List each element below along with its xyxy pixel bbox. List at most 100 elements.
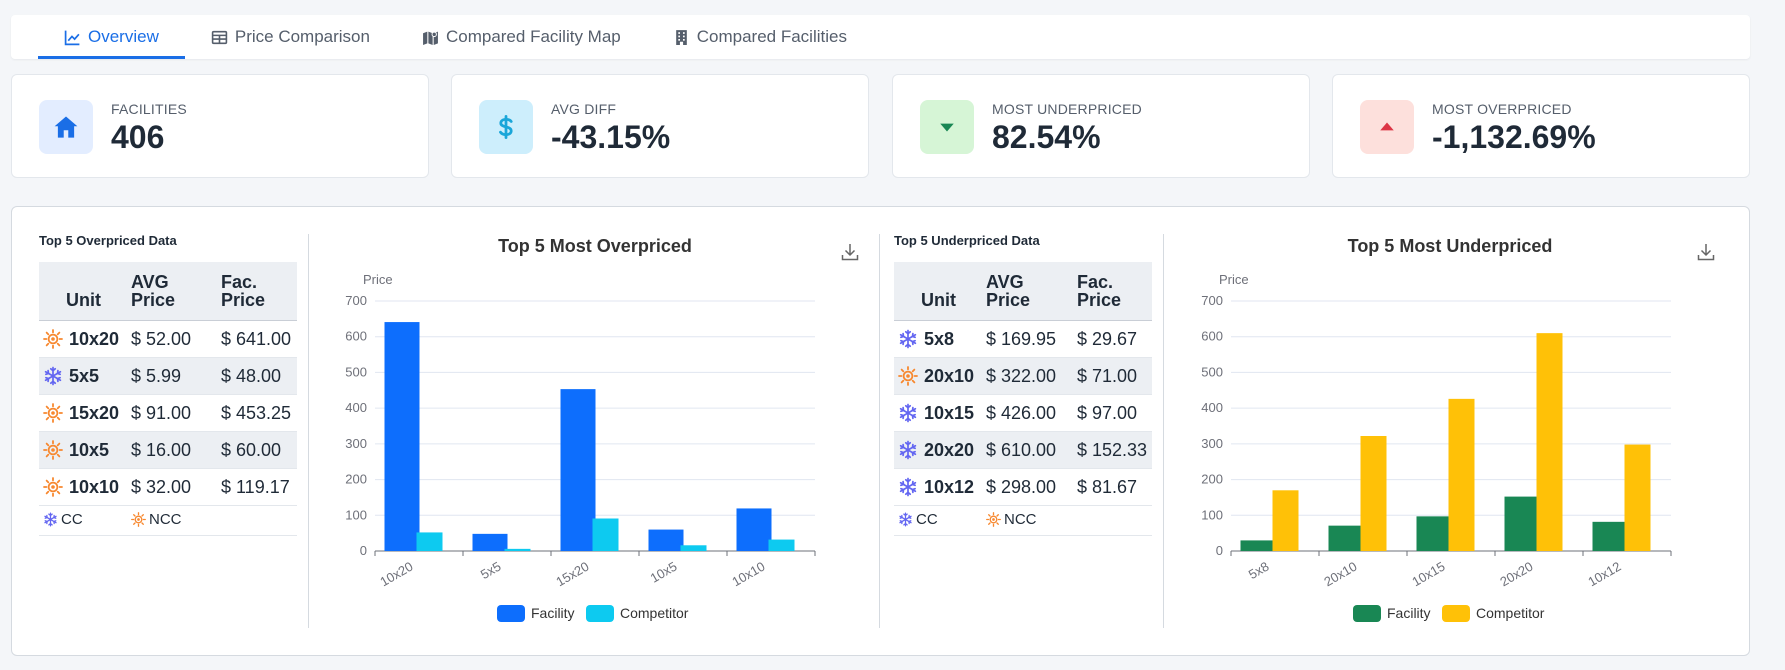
- kpi-label: FACILITIES: [111, 101, 187, 117]
- sun-icon: [898, 365, 918, 386]
- bar-facility[interactable]: [1504, 496, 1540, 551]
- legend-ncc: NCC: [982, 505, 1152, 536]
- fac-price-cell: $ 152.33: [1073, 431, 1152, 469]
- bar-competitor[interactable]: [1272, 490, 1299, 551]
- legend-swatch[interactable]: [497, 605, 525, 622]
- table-row: 20x10 $ 322.00 $ 71.00: [894, 357, 1152, 395]
- legend-ncc: NCC: [127, 505, 297, 536]
- table-row: 10x12 $ 298.00 $ 81.67: [894, 468, 1152, 506]
- table-title: Top 5 Underpriced Data: [894, 233, 1040, 248]
- bar-facility[interactable]: [1328, 525, 1364, 551]
- caret-up-icon: [1380, 122, 1394, 131]
- table-row: 15x20 $ 91.00 $ 453.25: [39, 394, 297, 432]
- legend-swatch[interactable]: [586, 605, 614, 622]
- snowflake-icon: [899, 511, 912, 527]
- bar-facility[interactable]: [736, 508, 772, 551]
- unit-size: 5x5: [69, 365, 100, 386]
- y-axis-label: Price: [363, 272, 393, 287]
- fac-price-cell: $ 29.67: [1073, 320, 1152, 358]
- unit-size: 10x5: [69, 439, 110, 460]
- avg-price-cell: $ 298.00: [982, 468, 1073, 506]
- divider: [308, 234, 309, 628]
- avg-price-cell: $ 169.95: [982, 320, 1073, 358]
- col-header-unit: Unit: [894, 262, 982, 321]
- avg-price-cell: $ 52.00: [127, 320, 217, 358]
- fac-price-cell: $ 48.00: [217, 357, 297, 395]
- legend-label[interactable]: Competitor: [1476, 605, 1545, 621]
- bar-competitor[interactable]: [1448, 398, 1475, 551]
- bar-facility[interactable]: [1592, 521, 1628, 551]
- bar-facility[interactable]: [472, 533, 508, 551]
- sun-icon: [986, 511, 1001, 527]
- kpi-most-overpriced: MOST OVERPRICED -1,132.69%: [1332, 74, 1750, 178]
- legend-label[interactable]: Facility: [1387, 605, 1431, 621]
- x-tick-label: 10x5: [648, 559, 680, 586]
- kpi-value: -43.15%: [551, 119, 671, 155]
- bar-facility[interactable]: [1240, 540, 1276, 551]
- bar-competitor[interactable]: [592, 518, 619, 552]
- x-tick-label: 5x8: [1246, 559, 1272, 582]
- chart-title: Top 5 Most Overpriced: [498, 236, 692, 256]
- x-tick-label: 15x20: [553, 559, 591, 590]
- unit-size: 10x15: [924, 402, 975, 423]
- sun-icon: [43, 476, 63, 497]
- x-tick-label: 10x10: [729, 559, 767, 590]
- sun-icon: [43, 439, 63, 460]
- underpriced-table-section: Top 5 Underpriced Data Unit AVG Price Fa…: [894, 232, 1152, 536]
- avg-price-cell: $ 32.00: [127, 468, 217, 506]
- y-tick-label: 400: [345, 400, 367, 415]
- bar-competitor[interactable]: [680, 545, 707, 551]
- bar-competitor[interactable]: [416, 532, 443, 551]
- y-tick-label: 300: [345, 436, 367, 451]
- snowflake-icon: [899, 403, 917, 422]
- download-icon[interactable]: [840, 242, 860, 262]
- tab-compared-facilities[interactable]: Compared Facilities: [647, 15, 873, 59]
- tab-compared-facility-map[interactable]: Compared Facility Map: [396, 15, 647, 59]
- bar-competitor[interactable]: [1624, 444, 1651, 551]
- x-tick-label: 10x20: [377, 559, 415, 590]
- bar-competitor[interactable]: [1360, 436, 1387, 551]
- y-tick-label: 200: [1201, 472, 1223, 487]
- y-tick-label: 0: [1216, 543, 1223, 558]
- tab-label: Compared Facilities: [696, 27, 847, 46]
- building-icon: [675, 29, 687, 45]
- table-row: 20x20 $ 610.00 $ 152.33: [894, 431, 1152, 469]
- legend-label[interactable]: Facility: [531, 605, 575, 621]
- kpi-value: 82.54%: [992, 119, 1101, 155]
- avg-price-cell: $ 16.00: [127, 431, 217, 469]
- bar-facility[interactable]: [560, 389, 596, 551]
- legend-swatch[interactable]: [1442, 605, 1470, 622]
- bar-facility[interactable]: [648, 529, 684, 551]
- col-header-unit: Unit: [39, 262, 127, 321]
- y-tick-label: 700: [1201, 293, 1223, 308]
- unit-size: 10x20: [69, 328, 120, 349]
- bar-competitor[interactable]: [504, 548, 531, 551]
- legend-swatch[interactable]: [1353, 605, 1381, 622]
- legend-label[interactable]: Competitor: [620, 605, 689, 621]
- table-body: 5x8 $ 169.95 $ 29.67 20x10 $ 322.00 $ 71.00 10…: [894, 320, 1152, 536]
- table-row: 5x8 $ 169.95 $ 29.67: [894, 320, 1152, 358]
- y-tick-label: 100: [1201, 507, 1223, 522]
- tab-price-comparison[interactable]: Price Comparison: [185, 15, 396, 59]
- line-chart-icon: [64, 30, 80, 45]
- unit-cell: 10x10: [39, 468, 127, 506]
- unit-size: 20x20: [924, 439, 975, 460]
- unit-size: 20x10: [924, 365, 975, 386]
- bar-competitor[interactable]: [1536, 333, 1563, 551]
- table-legend-row: CC NCC: [39, 505, 297, 536]
- bar-competitor[interactable]: [768, 539, 795, 551]
- unit-cell: 5x5: [39, 357, 127, 395]
- bar-facility[interactable]: [384, 322, 420, 551]
- tab-overview[interactable]: Overview: [38, 15, 185, 59]
- bar-facility[interactable]: [1416, 516, 1452, 551]
- home-icon: [54, 116, 78, 138]
- dollar-icon: [499, 115, 513, 139]
- fac-price-cell: $ 641.00: [217, 320, 297, 358]
- snowflake-icon: [44, 366, 62, 385]
- divider: [1163, 234, 1164, 628]
- download-icon[interactable]: [1696, 242, 1716, 262]
- table-legend-row: CC NCC: [894, 505, 1152, 536]
- tab-bar: Overview Price Comparison Compared Facil…: [11, 15, 1750, 59]
- table-title: Top 5 Overpriced Data: [39, 233, 177, 248]
- overpriced-table-section: Top 5 Overpriced Data Unit AVG Price Fac…: [39, 232, 297, 536]
